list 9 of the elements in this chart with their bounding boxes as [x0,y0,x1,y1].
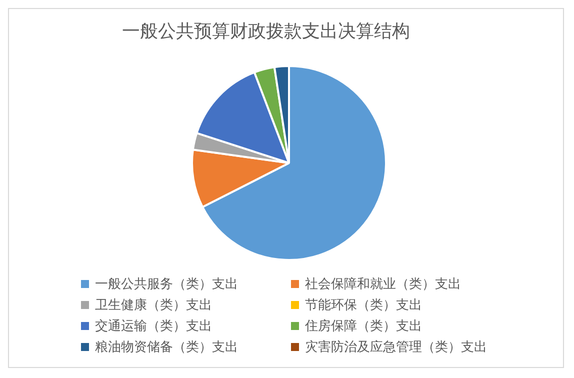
legend-label: 灾害防治及应急管理（类）支出 [305,339,487,356]
legend-label: 交通运输（类）支出 [95,318,212,335]
legend-label: 粮油物资储备（类）支出 [95,339,238,356]
legend-label: 卫生健康（类）支出 [95,297,212,314]
legend-label: 一般公共服务（类）支出 [95,276,238,293]
legend-label: 社会保障和就业（类）支出 [305,276,461,293]
legend-label: 住房保障（类）支出 [305,318,422,335]
legend-label: 节能环保（类）支出 [305,297,422,314]
chart-title: 一般公共预算财政拨款支出决算结构 [121,20,411,44]
